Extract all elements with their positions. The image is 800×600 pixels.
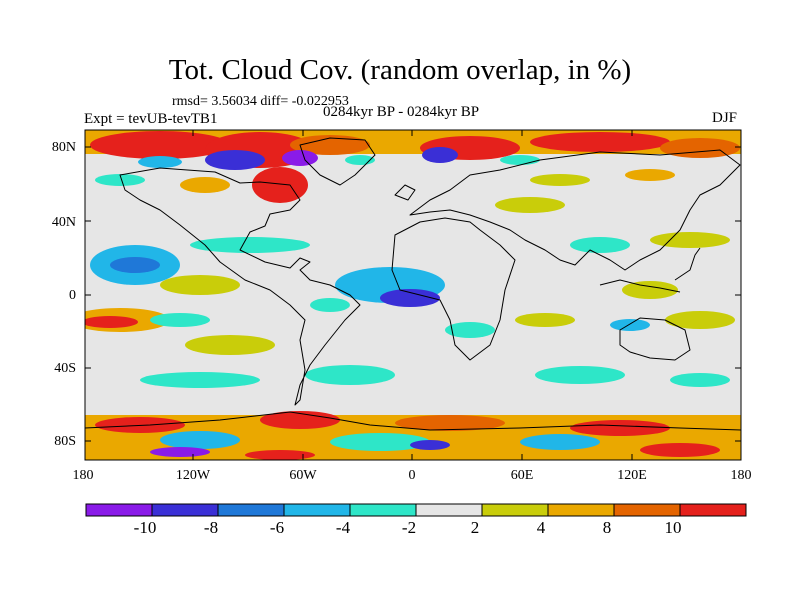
colorbar-swatch [679,503,747,517]
colorbar-label: 8 [602,518,612,537]
coastlines [85,137,741,431]
lon-label-180w: 180 [72,468,94,483]
stats-text: rmsd= 3.56034 diff= -0.022953 [172,94,349,109]
colorbar-label: 10 [664,518,682,537]
lon-label-60w: 60W [289,468,317,483]
lon-label-180e: 180 [730,468,752,483]
colorbar-label: -4 [335,518,351,537]
antarctic-anomalies [85,411,741,460]
colorbar-swatch [481,503,549,517]
colorbar-swatch [85,503,153,517]
colorbar-label: -6 [269,518,285,537]
colorbar-swatch [283,503,351,517]
lon-label-0: 0 [408,468,416,483]
axis-ticks [85,130,741,460]
colorbar-label: -8 [203,518,219,537]
colorbar-swatch [349,503,417,517]
experiment-label: Expt = tevUB-tevTB1 [84,111,218,127]
colorbar-label: 2 [470,518,480,537]
lat-label-40s: 40S [54,361,76,376]
lon-label-60e: 60E [510,468,534,483]
map-title: Tot. Cloud Cov. (random overlap, in %) [168,54,632,86]
lon-label-120e: 120E [617,468,647,483]
lat-label-0: 0 [69,288,76,303]
colorbar-swatch [217,503,285,517]
colorbar [85,503,747,517]
colorbar-swatch [547,503,615,517]
lat-label-80s: 80S [54,434,76,449]
lat-label-40n: 40N [51,215,76,230]
colorbar-swatch [613,503,681,517]
colorbar-swatch [151,503,219,517]
colorbar-swatch [415,503,483,517]
season-label: DJF [712,110,738,126]
period-label: 0284kyr BP - 0284kyr BP [323,104,480,120]
lon-label-120w: 120W [175,468,211,483]
colorbar-label: 4 [536,518,546,537]
colorbar-label: -2 [401,518,417,537]
anomaly-field [85,130,741,460]
colorbar-label: -10 [133,518,157,537]
lat-label-80n: 80N [51,140,76,155]
